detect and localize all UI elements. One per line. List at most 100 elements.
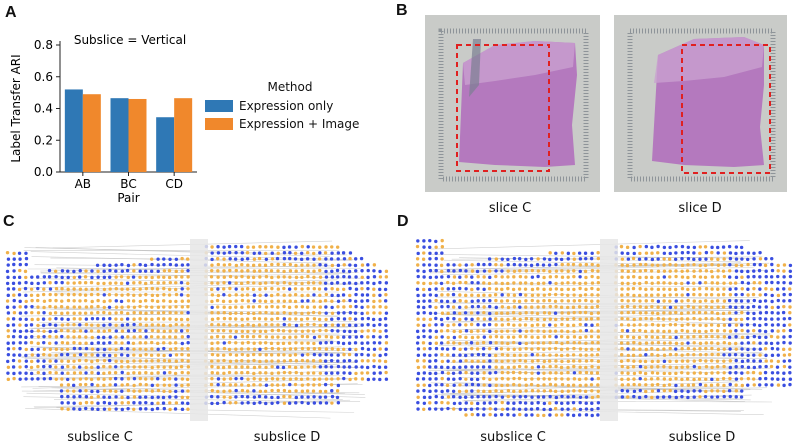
spot-orange <box>710 306 713 309</box>
spot-orange <box>620 360 623 363</box>
spot-orange <box>494 341 497 344</box>
spot-orange <box>90 293 93 296</box>
spot-blue <box>12 263 15 266</box>
spot-orange <box>572 306 575 309</box>
spot-orange <box>73 305 76 308</box>
spot-orange <box>567 390 570 393</box>
spot-orange <box>7 335 10 338</box>
spot-orange <box>258 311 261 314</box>
spot-blue <box>566 413 569 416</box>
spot-orange <box>489 335 492 338</box>
spot-blue <box>24 372 27 375</box>
spot-orange <box>434 245 437 248</box>
spot-orange <box>705 305 708 308</box>
spot-orange <box>644 383 647 386</box>
spot-blue <box>518 395 521 398</box>
spot-orange <box>331 264 334 267</box>
spot-blue <box>465 263 468 266</box>
spot-orange <box>422 383 425 386</box>
spot-orange <box>96 324 99 327</box>
spot-orange <box>555 287 558 290</box>
spot-blue <box>674 390 677 393</box>
spot-orange <box>295 305 298 308</box>
spot-blue <box>114 269 117 272</box>
spot-blue <box>36 359 39 362</box>
spot-blue <box>488 312 491 315</box>
spot-blue <box>428 347 431 350</box>
spot-blue <box>728 263 731 266</box>
spot-blue <box>54 317 57 320</box>
spot-orange <box>740 377 743 380</box>
spot-orange <box>501 408 504 411</box>
spot-orange <box>440 401 443 404</box>
spot-blue <box>252 389 255 392</box>
spot-orange <box>788 287 791 290</box>
spot-orange <box>84 383 87 386</box>
spot-orange <box>162 341 165 344</box>
spot-orange <box>252 305 255 308</box>
spot-orange <box>313 287 316 290</box>
spot-blue <box>18 281 21 284</box>
spot-orange <box>115 293 118 296</box>
spot-blue <box>66 318 69 321</box>
spot-orange <box>710 270 713 273</box>
spot-orange <box>542 414 545 417</box>
spot-blue <box>452 384 455 387</box>
spot-orange <box>319 359 322 362</box>
spot-orange <box>464 300 467 303</box>
spot-orange <box>222 287 225 290</box>
spot-orange <box>657 317 660 320</box>
spot-orange <box>318 347 321 350</box>
spot-orange <box>175 323 178 326</box>
spot-orange <box>590 389 593 392</box>
spot-blue <box>342 269 345 272</box>
spot-orange <box>72 377 75 380</box>
spot-orange <box>217 311 220 314</box>
spot-orange <box>234 311 237 314</box>
spot-orange <box>319 275 322 278</box>
spot-orange <box>276 335 279 338</box>
spot-orange <box>7 366 10 369</box>
spot-blue <box>782 281 785 284</box>
spot-orange <box>662 299 665 302</box>
spot-orange <box>312 329 315 332</box>
spot-orange <box>513 299 516 302</box>
spot-orange <box>692 323 695 326</box>
spot-orange <box>440 257 443 260</box>
spot-orange <box>313 378 316 381</box>
spot-blue <box>12 282 15 285</box>
spot-orange <box>632 383 635 386</box>
spot-orange <box>561 383 564 386</box>
spot-orange <box>24 270 27 273</box>
spot-orange <box>704 245 707 248</box>
spot-blue <box>740 323 743 326</box>
spot-orange <box>180 365 183 368</box>
spot-orange <box>782 348 785 351</box>
spot-orange <box>578 305 581 308</box>
spot-blue <box>121 324 124 327</box>
spot-orange <box>312 245 315 248</box>
spot-blue <box>360 257 363 260</box>
spot-orange <box>174 335 177 338</box>
spot-blue <box>96 366 99 369</box>
spot-blue <box>483 335 486 338</box>
spot-orange <box>452 341 455 344</box>
spot-blue <box>494 413 497 416</box>
spot-orange <box>163 269 166 272</box>
spot-blue <box>96 353 99 356</box>
spot-orange <box>657 341 660 344</box>
spot-orange <box>693 275 696 278</box>
spot-blue <box>740 293 743 296</box>
spot-blue <box>776 287 779 290</box>
spot-orange <box>295 359 298 362</box>
spot-orange <box>704 317 707 320</box>
spot-orange <box>507 395 510 398</box>
spot-orange <box>90 378 93 381</box>
spot-orange <box>252 329 255 332</box>
spot-orange <box>270 365 273 368</box>
spot-orange <box>342 305 345 308</box>
spot-orange <box>584 311 587 314</box>
spot-blue <box>54 275 57 278</box>
spot-orange <box>102 282 105 285</box>
spot-blue <box>434 377 437 380</box>
